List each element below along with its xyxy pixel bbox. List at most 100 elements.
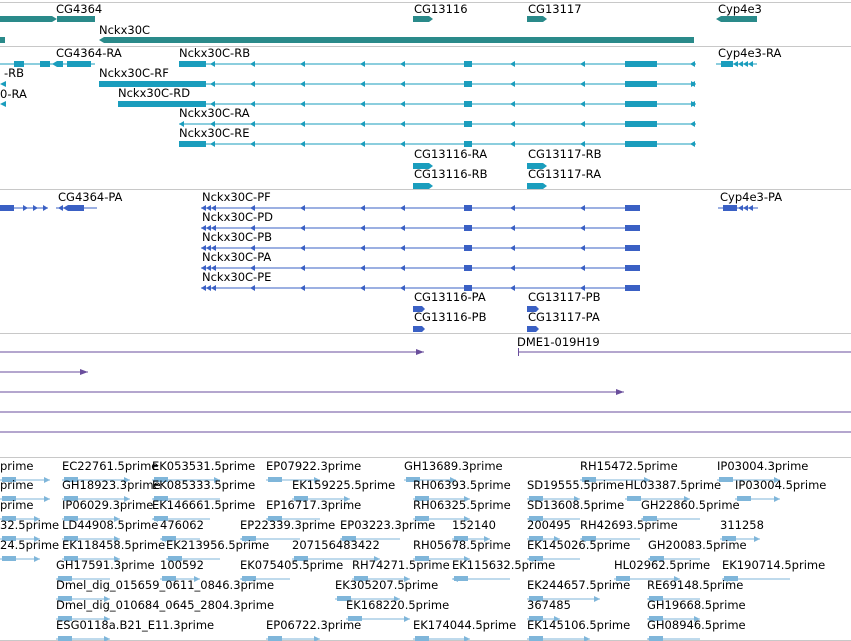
gene-feature[interactable]: Nckx30C (99, 23, 694, 43)
est-feature[interactable]: EP22339.3prime (240, 518, 335, 542)
est-feature[interactable]: RH06325.5prime (413, 498, 511, 522)
est-feature[interactable]: prime (0, 478, 50, 502)
protein-feature[interactable]: CG13116-PB (413, 310, 487, 332)
est-feature[interactable]: EK146661.5prime (152, 498, 255, 522)
est-feature[interactable]: LD44908.5prime (62, 518, 158, 542)
protein-feature[interactable]: Nckx30C-PE (201, 270, 640, 291)
est-feature[interactable]: EK168220.5prime (346, 598, 449, 622)
est-feature[interactable]: 200495 (527, 518, 571, 542)
est-feature[interactable]: Dmel_dig_010684_0645_2804.3prime (56, 598, 274, 622)
transcript-feature[interactable]: 0-RA (0, 87, 27, 107)
est-feature[interactable]: ESG0118a.B21_E11.3prime (56, 618, 214, 641)
clone-feature[interactable]: DME1-019H19 (517, 335, 851, 356)
est-feature[interactable]: GH20083.5prime (648, 538, 747, 562)
est-feature[interactable]: GH17591.3prime (56, 558, 155, 582)
gene-feature[interactable]: Cyp4e3 (716, 2, 762, 22)
transcript-feature[interactable]: CG13116-RA (413, 147, 487, 169)
clone-fragment[interactable] (0, 349, 424, 355)
est-feature[interactable]: EP07922.3prime (266, 459, 361, 483)
est-feature[interactable]: 367485 (527, 598, 571, 622)
gene-feature[interactable]: CG13116 (413, 2, 468, 22)
est-feature[interactable]: EK244657.5prime (527, 578, 630, 602)
transcript-feature[interactable]: Nckx30C-RA (179, 106, 696, 127)
transcript-feature[interactable]: CG13117-RB (527, 147, 602, 169)
transcript-feature[interactable]: Nckx30C-RD (118, 86, 696, 107)
est-feature[interactable]: SD19555.5prime (527, 478, 624, 502)
est-feature[interactable]: 100592 (160, 558, 204, 582)
protein-feature[interactable]: CG13117-PA (527, 310, 600, 332)
protein-feature[interactable]: CG4364-PA (56, 190, 123, 211)
est-feature[interactable]: RH15472.5prime (580, 459, 678, 483)
est-feature[interactable]: SD13608.5prime (527, 498, 624, 522)
est-feature[interactable]: EP16717.3prime (266, 498, 361, 522)
est-feature[interactable]: HL03387.5prime (625, 478, 721, 502)
protein-feature[interactable]: Nckx30C-PF (201, 190, 640, 211)
est-feature[interactable]: RH06393.5prime (413, 478, 511, 502)
est-feature[interactable]: GH19668.5prime (647, 598, 746, 622)
feature-label: CG4364 (56, 2, 102, 16)
feature-label: Nckx30C-PD (202, 210, 273, 224)
est-feature[interactable]: EK145026.5prime (527, 538, 630, 562)
est-feature[interactable]: EP06722.3prime (266, 618, 361, 641)
est-feature[interactable]: 207156483422 (292, 538, 380, 562)
est-feature[interactable]: RE69148.5prime (647, 578, 743, 602)
est-feature[interactable]: EK305207.5prime (335, 578, 438, 602)
transcript-feature[interactable]: Cyp4e3-RA (716, 46, 782, 67)
est-feature[interactable]: EK115632.5prime (452, 558, 555, 582)
est-feature[interactable]: EK075405.5prime (240, 558, 343, 582)
est-feature[interactable]: HL02962.5prime (614, 558, 710, 582)
est-feature[interactable]: RH42693.5prime (580, 518, 678, 542)
protein-feature[interactable]: CG13117-PB (527, 290, 601, 312)
est-feature[interactable]: GH08946.5prime (647, 618, 746, 641)
transcript-feature[interactable]: CG13116-RB (413, 167, 488, 189)
est-feature[interactable]: 476062 (160, 518, 204, 542)
feature-label: GH13689.3prime (404, 459, 503, 473)
est-feature[interactable]: RH74271.5prime (352, 558, 450, 582)
est-feature[interactable]: EK190714.5prime (722, 558, 825, 582)
est-feature[interactable]: 24.5prime (0, 538, 59, 562)
est-feature[interactable]: GH13689.3prime (404, 459, 503, 483)
est-feature[interactable]: EK174044.5prime (413, 618, 516, 641)
protein-feature[interactable]: CG13116-PA (413, 290, 486, 312)
est-feature[interactable]: IP06029.3prime (62, 498, 153, 522)
clone-fragment[interactable] (0, 389, 624, 395)
est-feature[interactable]: GH22860.5prime (641, 498, 740, 522)
feature-label: GH20083.5prime (648, 538, 747, 552)
est-feature[interactable]: EK213956.5prime (166, 538, 269, 562)
est-feature[interactable]: prime (0, 498, 40, 522)
est-feature[interactable]: EK118458.5prime (62, 538, 165, 562)
transcript-feature[interactable]: Nckx30C-RE (179, 126, 696, 147)
transcript-feature[interactable]: -RB (0, 61, 50, 87)
transcript-feature[interactable]: Nckx30C-RF (99, 66, 696, 87)
protein-fragment[interactable] (0, 205, 48, 211)
est-feature[interactable]: IP03004.3prime (717, 459, 808, 483)
est-feature[interactable]: EC22761.5prime (62, 459, 158, 483)
feature-label: prime (0, 478, 34, 492)
est-feature[interactable]: IP03004.5prime (735, 478, 826, 502)
est-feature[interactable]: GH18923.3prime (62, 478, 161, 502)
clone-fragment[interactable] (0, 369, 88, 375)
protein-feature[interactable]: Nckx30C-PA (201, 250, 640, 271)
transcript-feature[interactable]: CG4364-RA (50, 46, 122, 67)
est-feature[interactable]: EK053531.5prime (152, 459, 255, 483)
est-feature[interactable]: EK159225.5prime (292, 478, 395, 502)
est-feature[interactable]: 32.5prime (0, 518, 59, 542)
protein-feature[interactable]: Nckx30C-PD (201, 210, 640, 231)
est-feature[interactable]: EK145106.5prime (527, 618, 630, 641)
est-feature[interactable]: 152140 (452, 518, 496, 542)
est-feature[interactable]: EK085333.5prime (152, 478, 255, 502)
feature-label: IP03004.5prime (735, 478, 826, 492)
est-feature[interactable]: 311258 (720, 518, 764, 542)
gene-feature[interactable]: CG4364 (0, 2, 102, 43)
est-feature[interactable]: prime (0, 459, 50, 483)
protein-feature[interactable]: Nckx30C-PB (201, 230, 640, 251)
feature-label: SD19555.5prime (527, 478, 624, 492)
gene-feature[interactable]: CG13117 (527, 2, 582, 22)
est-feature[interactable]: RH05678.5prime (413, 538, 511, 562)
protein-feature[interactable]: Cyp4e3-PA (718, 190, 782, 211)
est-feature[interactable]: Dmel_dig_015659_0611_0846.3prime (56, 578, 274, 602)
est-feature[interactable]: EP03223.3prime (340, 518, 435, 542)
transcript-feature[interactable]: Nckx30C-RB (179, 46, 696, 67)
transcript-feature[interactable]: CG13117-RA (527, 167, 601, 189)
